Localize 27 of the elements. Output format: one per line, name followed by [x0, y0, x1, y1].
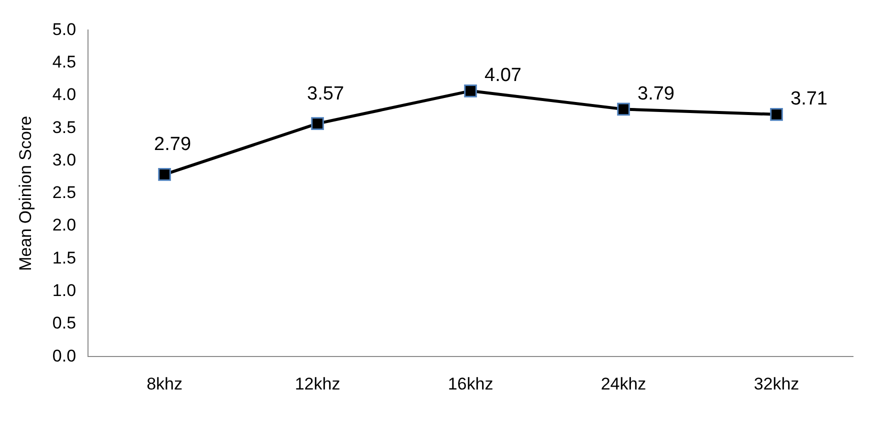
y-tick-label: 4.0 — [52, 85, 76, 104]
point — [311, 117, 324, 130]
data-label: 3.79 — [638, 83, 674, 104]
x-tick-label: 24khz — [600, 374, 646, 394]
point — [158, 168, 171, 181]
point — [464, 84, 477, 98]
x-tick-label: 32khz — [754, 374, 800, 394]
y-tick-label: 4.5 — [52, 52, 76, 72]
data-label: 3.71 — [790, 88, 828, 110]
y-tick-label: 2.5 — [52, 183, 76, 202]
y-tick-label: 0.5 — [52, 314, 76, 333]
data-label: 2.79 — [154, 134, 192, 156]
y-tick-label: 5.0 — [52, 20, 76, 39]
y-tick-label: 1.0 — [52, 281, 76, 300]
data-label: 4.07 — [484, 65, 522, 86]
data-label: 3.57 — [307, 83, 344, 104]
y-tick-label: 3.0 — [52, 150, 76, 170]
point — [617, 102, 630, 116]
y-tick-label: 1.5 — [52, 248, 76, 268]
x-tick-label: 12khz — [294, 374, 340, 394]
y-tick-label: 0.0 — [52, 346, 76, 366]
y-axis-title: Mean Opinion Score — [16, 116, 35, 271]
point — [770, 108, 783, 121]
x-tick-label: 8khz — [146, 374, 182, 394]
y-tick-label: 3.5 — [52, 118, 76, 137]
y-tick-label: 2.0 — [52, 216, 76, 235]
x-tick-label: 16khz — [448, 374, 494, 394]
